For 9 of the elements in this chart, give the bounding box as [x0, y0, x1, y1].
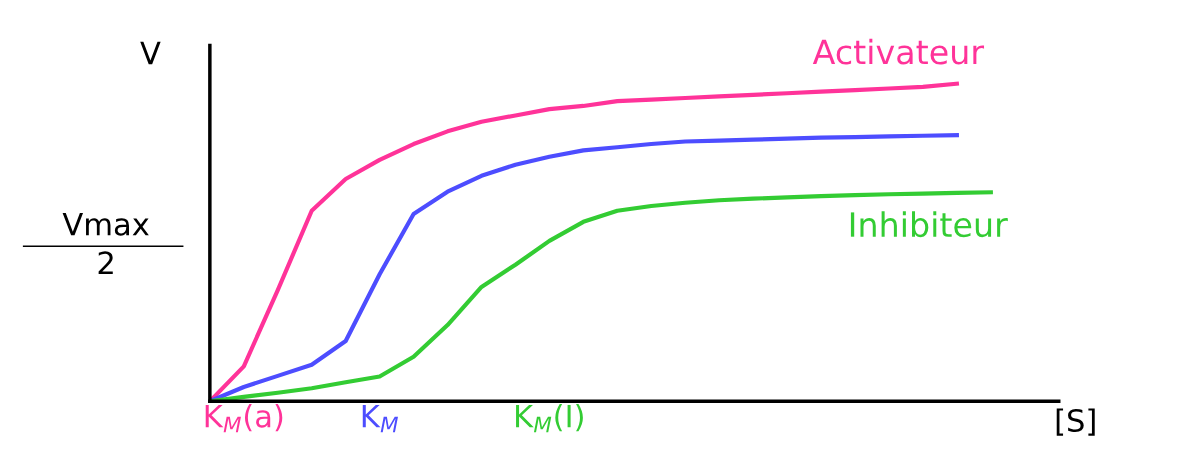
series-label: Activateur: [812, 38, 985, 65]
x-tick-label: K$_{M}$: [362, 404, 398, 433]
text: Vmax: [62, 213, 149, 236]
x-tick-label: K$_{M}$(a): [205, 404, 283, 433]
text: 2: [98, 251, 113, 275]
series-label: Inhibiteur: [850, 211, 1008, 238]
x-axis-title: [S]: [1056, 408, 1095, 436]
x-tick-label: K$_{M}$(I): [516, 404, 583, 433]
y-axis-title: V: [140, 41, 161, 65]
